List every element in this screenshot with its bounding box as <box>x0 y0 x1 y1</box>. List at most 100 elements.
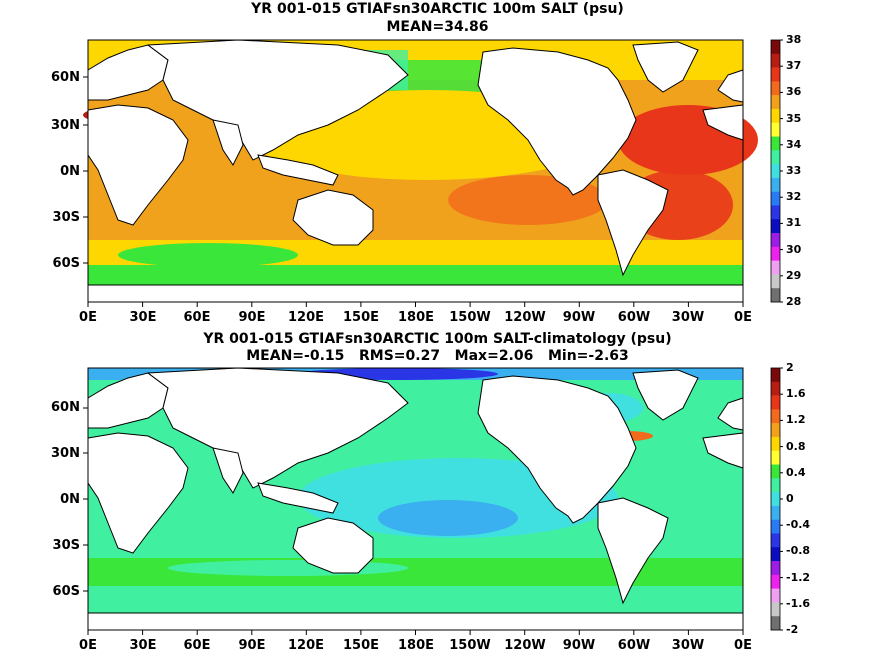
colorbar-label: 0.4 <box>786 465 806 479</box>
colorbar-label: 33 <box>786 164 802 177</box>
lon-label: 90E <box>238 638 266 653</box>
colorbar-swatch <box>771 519 780 534</box>
colorbar-label: 36 <box>786 85 802 99</box>
top-map <box>83 39 758 307</box>
colorbar-swatch <box>771 191 780 206</box>
lon-label: 120W <box>504 310 546 325</box>
colorbar-swatch <box>771 492 780 507</box>
lon-label: 30E <box>129 638 157 653</box>
lat-label: 30N <box>51 446 80 461</box>
colorbar-swatch <box>771 67 780 82</box>
colorbar-label: -0.8 <box>786 544 811 558</box>
bottom-panel-title: YR 001-015 GTIAFsn30ARCTIC 100m SALT-cli… <box>203 331 672 347</box>
colorbar-swatch <box>771 505 780 520</box>
bottom-panel-stats: MEAN=-0.15 RMS=0.27 Max=2.06 Min=-2.63 <box>246 348 629 364</box>
colorbar-label: 2 <box>786 361 794 374</box>
colorbar-swatch <box>771 122 780 137</box>
colorbar-label: -1.2 <box>786 570 811 584</box>
colorbar-label: -0.4 <box>786 518 811 532</box>
lon-label: 60W <box>617 638 651 653</box>
lon-label: 60E <box>183 638 211 653</box>
colorbar-swatch <box>771 561 780 576</box>
colorbar-swatch <box>771 547 780 562</box>
colorbar-label: 37 <box>786 59 802 73</box>
colorbar-swatch <box>771 450 780 465</box>
colorbar-swatch <box>771 53 780 68</box>
lon-label: 120E <box>287 310 325 325</box>
colorbar-swatch <box>771 602 780 617</box>
colorbar-label: 32 <box>786 190 802 204</box>
lon-label: 60W <box>617 310 651 325</box>
lat-label: 0N <box>60 492 80 507</box>
lon-label: 30W <box>671 638 705 653</box>
colorbar-swatch <box>771 205 780 220</box>
lat-label: 30S <box>52 538 80 553</box>
colorbar-swatch <box>771 274 780 289</box>
top-colorbar <box>770 39 783 303</box>
colorbar-swatch <box>771 136 780 151</box>
colorbar-label: 1.6 <box>786 387 806 401</box>
colorbar-label: 0.8 <box>786 439 806 453</box>
colorbar-label: 29 <box>786 268 802 282</box>
colorbar-swatch <box>771 574 780 589</box>
colorbar-swatch <box>771 381 780 396</box>
lon-label: 150W <box>449 638 491 653</box>
colorbar-label: 1.2 <box>786 413 806 427</box>
colorbar-label: -2 <box>786 623 799 636</box>
lon-label: 180E <box>397 638 435 653</box>
colorbar-swatch <box>771 81 780 96</box>
colorbar-swatch <box>771 436 780 452</box>
lon-label: 180E <box>397 310 435 325</box>
colorbar-swatch <box>771 409 780 424</box>
colorbar-swatch <box>771 164 780 179</box>
lon-label: 0E <box>79 310 97 325</box>
lon-label: 150W <box>449 310 491 325</box>
lat-label: 60N <box>51 70 80 85</box>
lon-label: 120E <box>287 638 325 653</box>
colorbar-label: 38 <box>786 33 802 46</box>
colorbar-swatch <box>771 395 780 410</box>
colorbar-swatch <box>771 368 780 383</box>
colorbar-swatch <box>771 177 780 192</box>
lat-label: 60S <box>52 256 80 271</box>
lon-label: 0E <box>734 638 752 653</box>
lon-label: 120W <box>504 638 546 653</box>
colorbar-label: 34 <box>786 137 802 151</box>
lon-label: 0E <box>79 638 97 653</box>
colorbar-swatch <box>771 150 780 165</box>
colorbar-swatch <box>771 478 780 493</box>
colorbar-label: 30 <box>786 242 802 256</box>
colorbar-swatch <box>771 40 780 55</box>
colorbar-label: 0 <box>786 492 794 505</box>
lat-label: 0N <box>60 164 80 179</box>
lat-label: 30S <box>52 210 80 225</box>
colorbar-swatch <box>771 423 780 438</box>
lon-label: 30W <box>671 310 705 325</box>
colorbar-swatch <box>771 288 780 303</box>
lat-label: 60S <box>52 584 80 599</box>
lon-label: 150E <box>342 310 380 325</box>
colorbar-swatch <box>771 260 780 275</box>
lon-label: 90W <box>562 310 596 325</box>
bottom-colorbar <box>770 367 783 631</box>
lat-label: 60N <box>51 400 80 415</box>
lat-label: 30N <box>51 118 80 133</box>
colorbar-swatch <box>771 233 780 248</box>
lon-label: 90E <box>238 310 266 325</box>
colorbar-swatch <box>771 95 780 110</box>
colorbar-label: 28 <box>786 295 802 308</box>
top-panel-mean: MEAN=34.86 <box>386 19 489 35</box>
lon-label: 90W <box>562 638 596 653</box>
colorbar-label: 31 <box>786 216 802 230</box>
colorbar-label: 35 <box>786 111 802 125</box>
colorbar-swatch <box>771 616 780 631</box>
colorbar-swatch <box>771 108 780 124</box>
bottom-map <box>83 367 744 635</box>
top-panel-title: YR 001-015 GTIAFsn30ARCTIC 100m SALT (ps… <box>251 1 624 17</box>
colorbar-swatch <box>771 219 780 234</box>
colorbar-swatch <box>771 533 780 548</box>
colorbar-label: -1.6 <box>786 596 811 610</box>
lon-label: 0E <box>734 310 752 325</box>
colorbar-swatch <box>771 464 780 479</box>
